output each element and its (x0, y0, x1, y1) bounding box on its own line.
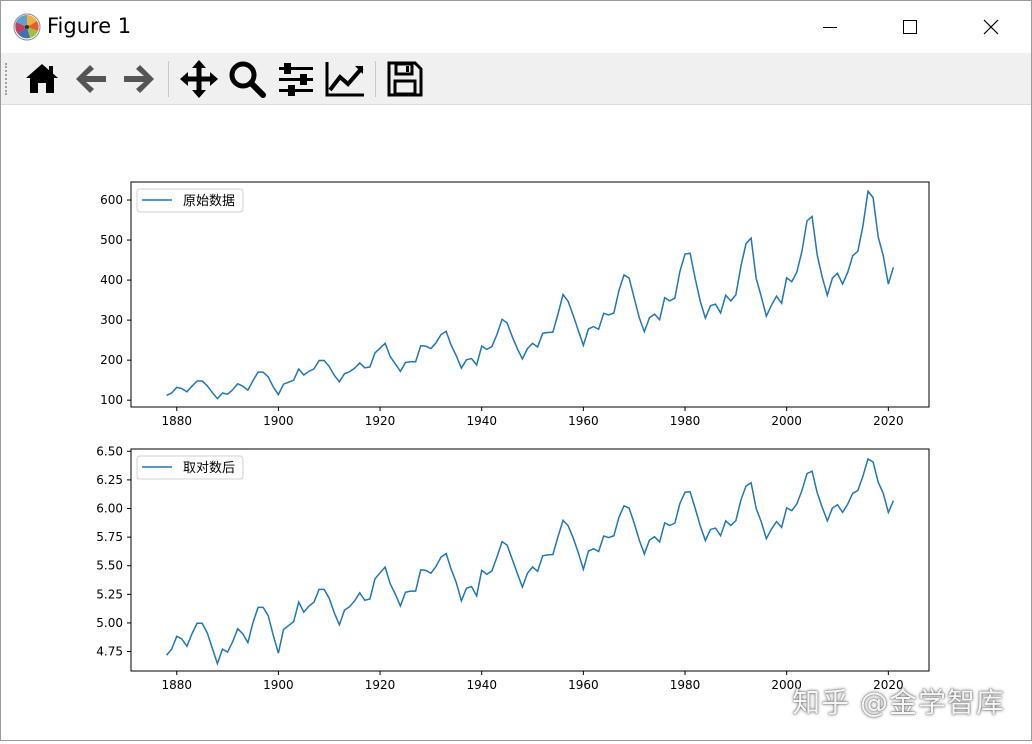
x-tick-label: 2000 (771, 414, 802, 428)
legend-frame (136, 455, 244, 480)
series-line-original (166, 189, 895, 400)
matplotlib-logo-icon (13, 13, 41, 41)
legend[interactable]: 取对数后 (136, 455, 244, 480)
edit-axis-button[interactable] (323, 57, 367, 101)
x-tick-label: 1980 (670, 414, 701, 428)
x-tick-label: 2000 (771, 678, 802, 692)
series-line-log (166, 457, 895, 667)
subplots-button[interactable] (274, 57, 318, 101)
axes-original-data[interactable]: 1880 1900 1920 1940 1960 1980 2000 2020 100 200 3… (100, 181, 930, 428)
y-tick-label: 300 (100, 313, 123, 327)
x-tick-label: 1940 (466, 414, 497, 428)
axes-frame (130, 448, 930, 672)
close-button[interactable] (951, 1, 1031, 53)
x-tick-label: 2020 (873, 678, 904, 692)
x-tick-label: 1920 (365, 678, 396, 692)
home-button[interactable] (20, 57, 64, 101)
y-tick-label: 5.00 (96, 616, 123, 630)
home-icon (26, 64, 58, 93)
y-axis-ticks: 4.75 5.00 5.25 5.50 5.75 6.00 6.25 6.50 (96, 444, 131, 659)
sliders-icon (279, 63, 313, 96)
y-axis-ticks: 100 200 300 400 500 600 (100, 193, 131, 407)
pan-button[interactable] (177, 57, 221, 101)
toolbar-grip[interactable] (5, 63, 10, 95)
floppy-disk-icon (387, 61, 423, 97)
toolbar-separator (168, 61, 169, 97)
arrow-left-icon (76, 65, 106, 93)
y-tick-label: 200 (100, 353, 123, 367)
minimize-icon (823, 27, 837, 28)
legend-frame (136, 188, 244, 213)
x-tick-label: 1980 (670, 678, 701, 692)
axes-frame (130, 181, 930, 408)
x-tick-label: 1880 (161, 414, 192, 428)
x-axis-ticks: 1880 1900 1920 1940 1960 1980 2000 2020 (161, 407, 904, 428)
legend-label: 取对数后 (183, 461, 235, 476)
move-icon (180, 60, 218, 98)
zoom-button[interactable] (225, 57, 269, 101)
arrow-right-icon (124, 65, 154, 93)
legend-label: 原始数据 (183, 194, 235, 209)
x-tick-label: 2020 (873, 414, 904, 428)
x-tick-label: 1960 (568, 678, 599, 692)
y-tick-label: 5.50 (96, 559, 123, 573)
y-tick-label: 400 (100, 273, 123, 287)
y-tick-label: 6.50 (96, 444, 123, 458)
y-tick-label: 5.75 (96, 530, 123, 544)
toolbar-separator (375, 61, 376, 97)
save-button[interactable] (383, 57, 427, 101)
forward-button[interactable] (117, 57, 161, 101)
magnifier-icon (229, 61, 266, 98)
close-icon (983, 19, 999, 35)
y-tick-label: 6.00 (96, 502, 123, 516)
back-button[interactable] (69, 57, 113, 101)
figure-svg: 1880 1900 1920 1940 1960 1980 2000 2020 100 200 3… (1, 105, 1031, 740)
x-axis-ticks: 1880 1900 1920 1940 1960 1980 2000 2020 (161, 671, 904, 692)
x-tick-label: 1900 (263, 414, 294, 428)
y-tick-label: 500 (100, 233, 123, 247)
y-tick-label: 6.25 (96, 473, 123, 487)
y-tick-label: 4.75 (96, 645, 123, 659)
x-tick-label: 1960 (568, 414, 599, 428)
y-tick-label: 5.25 (96, 587, 123, 601)
window-title: Figure 1 (47, 14, 132, 38)
navigation-toolbar (1, 53, 1031, 105)
y-tick-label: 600 (100, 193, 123, 207)
line-chart-icon (325, 62, 364, 97)
x-tick-label: 1940 (466, 678, 497, 692)
x-tick-label: 1880 (161, 678, 192, 692)
maximize-button[interactable] (870, 1, 950, 53)
legend[interactable]: 原始数据 (136, 188, 244, 213)
axes-log-data[interactable]: 1880 1900 1920 1940 1960 1980 2000 2020 4.75 5.0… (96, 444, 930, 692)
maximize-icon (903, 20, 917, 34)
title-bar[interactable]: Figure 1 (1, 1, 1031, 53)
watermark-text: 知乎 @金学智库 (792, 686, 1005, 719)
y-tick-label: 100 (100, 393, 123, 407)
x-tick-label: 1900 (263, 678, 294, 692)
x-tick-label: 1920 (365, 414, 396, 428)
figure-canvas[interactable]: 1880 1900 1920 1940 1960 1980 2000 2020 100 200 3… (1, 105, 1031, 740)
minimize-button[interactable] (790, 1, 870, 53)
